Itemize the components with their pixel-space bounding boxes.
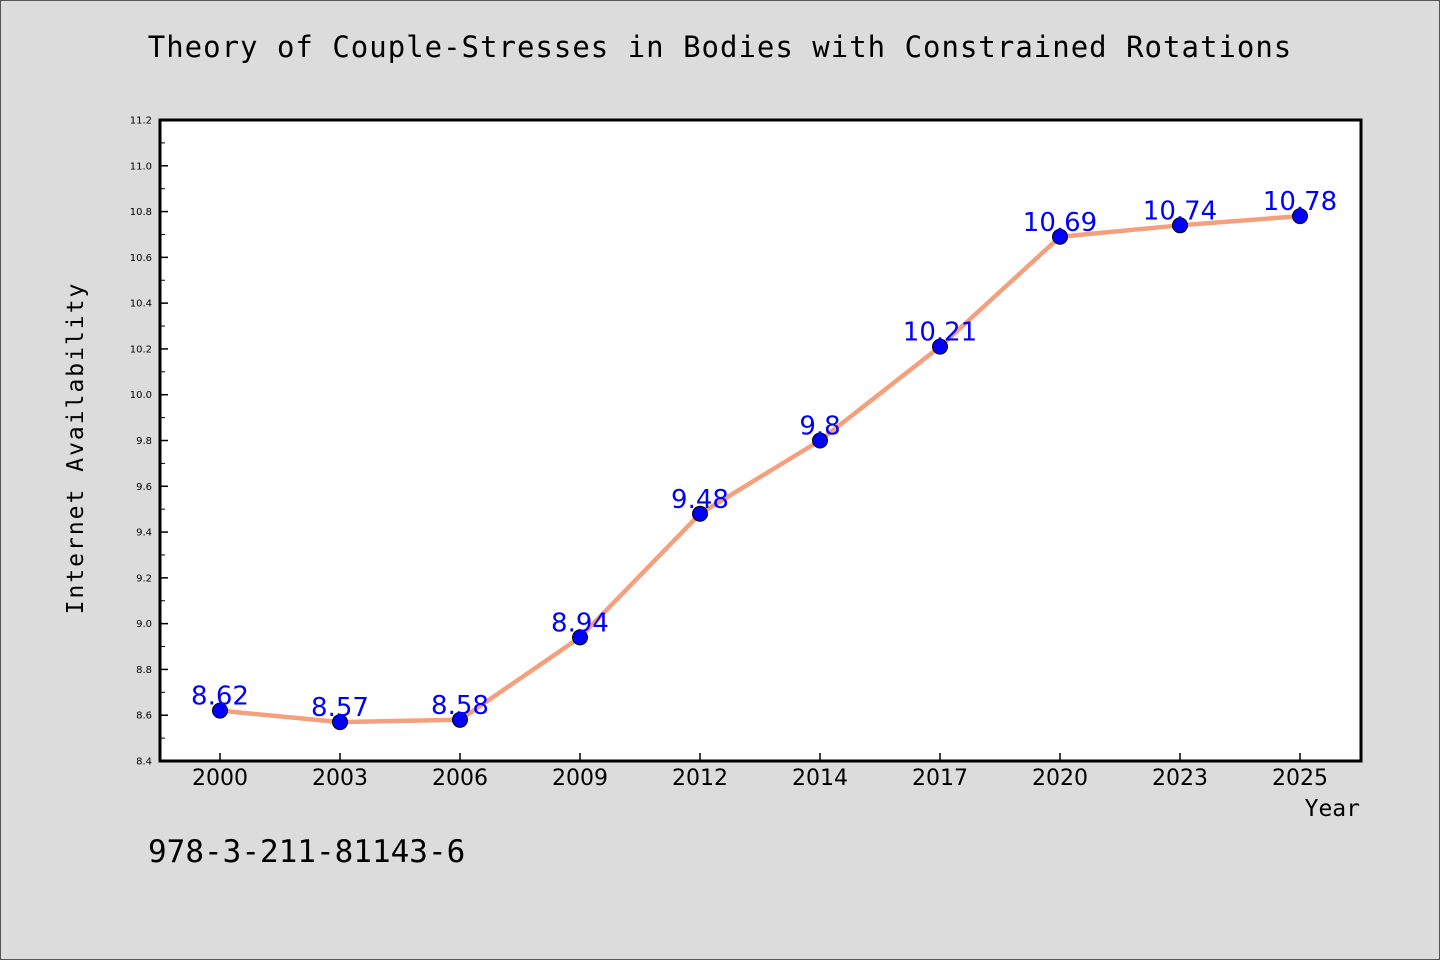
data-point bbox=[332, 714, 348, 731]
series-group: 8.62 8.57 8.58 8.94 9.48 9.8 10.21 10.69 10.74 10… bbox=[191, 187, 1337, 731]
y-tick-label: 11.0 bbox=[130, 161, 152, 172]
x-tick-label: 2009 bbox=[552, 766, 608, 791]
y-tick-label: 9.6 bbox=[136, 482, 152, 493]
y-tick-label: 10.2 bbox=[130, 344, 152, 355]
x-tick-label: 2025 bbox=[1272, 766, 1328, 791]
y-tick-label: 10.8 bbox=[130, 207, 152, 218]
data-point bbox=[1052, 228, 1068, 245]
series-line bbox=[217, 213, 1303, 725]
data-point bbox=[1292, 208, 1308, 225]
x-tick-label: 2014 bbox=[792, 766, 848, 791]
data-label: 10.78 bbox=[1263, 187, 1337, 217]
x-tick-label: 2006 bbox=[432, 766, 488, 791]
y-tick-label: 9.2 bbox=[136, 573, 152, 584]
y-tick-label: 9.4 bbox=[136, 528, 152, 539]
data-label: 9.8 bbox=[799, 412, 840, 442]
y-tick-label: 10.6 bbox=[130, 253, 152, 264]
y-tick-label: 8.6 bbox=[136, 711, 152, 722]
x-tick-label: 2017 bbox=[912, 766, 968, 791]
data-label: 10.69 bbox=[1023, 208, 1097, 238]
y-tick-label: 9.8 bbox=[136, 436, 152, 447]
x-tick-label: 2003 bbox=[312, 766, 368, 791]
data-point bbox=[812, 432, 828, 449]
x-axis-ticks: 2000 2003 2006 2009 2012 2014 2017 2020 2023 2025 bbox=[192, 753, 1328, 791]
y-tick-label: 8.4 bbox=[136, 757, 152, 768]
x-tick-label: 2023 bbox=[1152, 766, 1208, 791]
y-tick-label: 10.0 bbox=[130, 390, 152, 401]
data-point bbox=[1172, 217, 1188, 234]
data-point bbox=[572, 629, 588, 646]
x-axis-label: Year bbox=[1304, 796, 1360, 822]
y-tick-label: 8.8 bbox=[136, 665, 152, 676]
data-label: 10.21 bbox=[903, 318, 977, 348]
chart-title: Theory of Couple-Stresses in Bodies with… bbox=[147, 30, 1293, 64]
x-tick-label: 2012 bbox=[672, 766, 728, 791]
data-point bbox=[932, 338, 948, 355]
data-label: 8.62 bbox=[191, 682, 249, 712]
data-point bbox=[692, 505, 708, 522]
y-axis-ticks: 8.4 8.6 8.8 9.0 9.2 9.4 9.6 9.8 10.0 10.2 10.4 10.6… bbox=[130, 116, 168, 768]
data-label: 8.58 bbox=[431, 691, 489, 721]
y-tick-label: 11.2 bbox=[130, 116, 152, 127]
data-point bbox=[212, 702, 228, 719]
data-label: 8.94 bbox=[551, 608, 609, 638]
y-tick-label: 9.0 bbox=[136, 619, 152, 630]
y-tick-label: 10.4 bbox=[130, 299, 152, 310]
x-tick-label: 2020 bbox=[1032, 766, 1088, 791]
data-point bbox=[452, 711, 468, 728]
data-label: 8.57 bbox=[311, 693, 369, 723]
isbn-text: 978-3-211-81143-6 bbox=[148, 834, 466, 870]
x-tick-label: 2000 bbox=[192, 766, 248, 791]
data-label: 9.48 bbox=[671, 485, 729, 515]
data-label: 10.74 bbox=[1143, 196, 1217, 226]
